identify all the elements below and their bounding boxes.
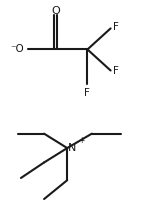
Text: F: F <box>113 66 119 76</box>
Text: +: + <box>78 136 84 145</box>
Text: N: N <box>68 143 76 153</box>
Text: F: F <box>84 88 90 98</box>
Text: ⁻O: ⁻O <box>11 44 25 54</box>
Text: O: O <box>51 6 60 16</box>
Text: F: F <box>113 22 119 32</box>
